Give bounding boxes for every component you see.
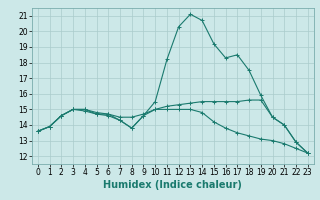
X-axis label: Humidex (Indice chaleur): Humidex (Indice chaleur): [103, 180, 242, 190]
